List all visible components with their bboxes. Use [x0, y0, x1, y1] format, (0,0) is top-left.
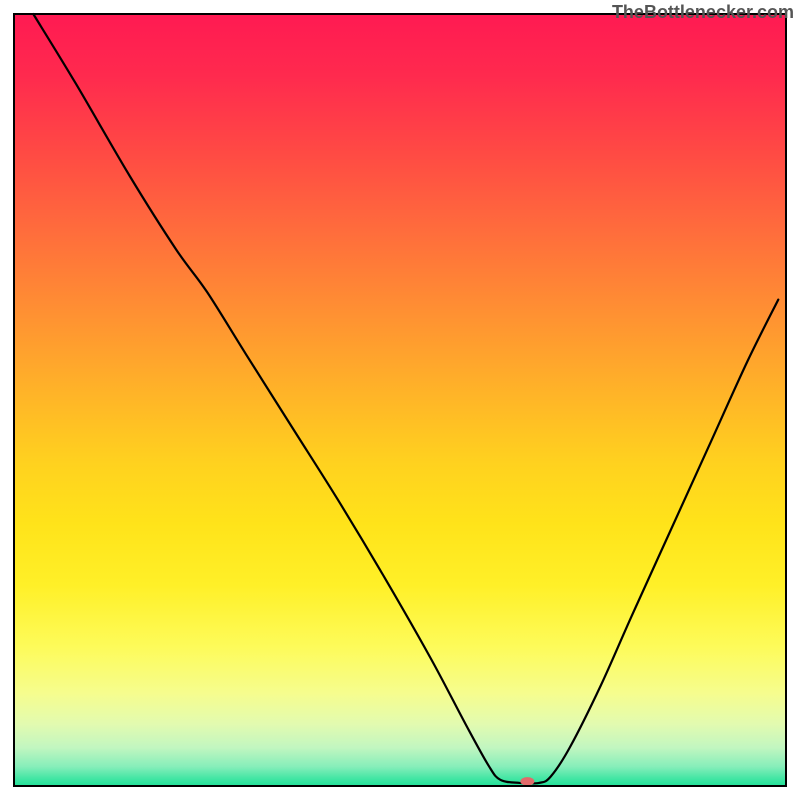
watermark-text: TheBottlenecker.com	[612, 2, 794, 23]
optimal-marker	[520, 777, 534, 785]
bottleneck-chart: TheBottlenecker.com	[0, 0, 800, 800]
chart-svg	[0, 0, 800, 800]
plot-background	[14, 14, 786, 786]
